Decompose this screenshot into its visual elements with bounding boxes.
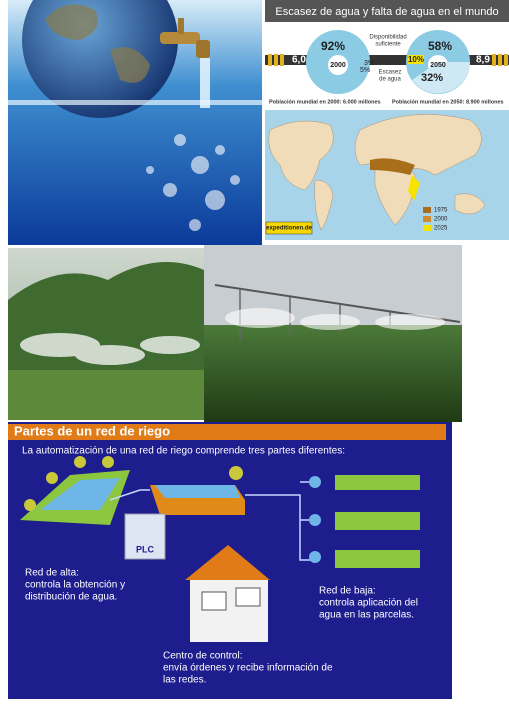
section-text: controla la obtención y bbox=[25, 580, 125, 591]
pie-label: 10% bbox=[408, 55, 424, 64]
legend-text: de agua bbox=[379, 77, 401, 83]
section-text: distribución de agua. bbox=[25, 592, 117, 603]
legend-text: 2000 bbox=[434, 217, 448, 223]
legend-text: Disponibilidad bbox=[369, 35, 406, 41]
pie-label: 92% bbox=[321, 39, 345, 53]
population-label: 6,0 bbox=[292, 55, 306, 66]
pie-label: 32% bbox=[421, 72, 443, 84]
section-text: controla aplicación del bbox=[319, 598, 418, 609]
legend-text: Escasez bbox=[379, 70, 402, 76]
intro: La automatización de una red de riego co… bbox=[22, 446, 345, 457]
photo-pivot bbox=[204, 245, 462, 422]
infographic-title: Escasez de agua y falta de agua en el mu… bbox=[275, 6, 498, 18]
section-text: envía órdenes y recibe información de bbox=[163, 663, 333, 674]
pie-year: 2000 bbox=[330, 62, 346, 69]
plc-label: PLC bbox=[136, 544, 155, 554]
pie-year: 2050 bbox=[430, 62, 446, 69]
infographic: Escasez de agua y falta de agua en el mu… bbox=[265, 0, 509, 242]
section-text: Red de alta: bbox=[25, 568, 79, 579]
section-text: Centro de control: bbox=[163, 651, 243, 662]
legend-text: Falta de agua bbox=[370, 60, 407, 66]
population-label: 8,9 bbox=[476, 55, 490, 66]
diagram-title: Partes de un red de riego bbox=[14, 423, 170, 438]
caption: Población mundial en 2000: 6.000 millone… bbox=[269, 99, 381, 105]
legend-text: suficiente bbox=[375, 42, 401, 48]
section-text: Red de baja: bbox=[319, 586, 376, 597]
source: expeditionen.de bbox=[266, 226, 312, 232]
pie-label: 58% bbox=[428, 39, 452, 53]
irrigation-diagram: Partes de un red de riego La automatizac… bbox=[8, 422, 452, 699]
pie-label: 3% bbox=[364, 60, 374, 67]
caption: Población mundial en 2050: 8.900 millone… bbox=[392, 99, 504, 105]
legend-text: 1975 bbox=[434, 208, 448, 214]
pie-label: 5% bbox=[360, 67, 370, 74]
photo-water-globe bbox=[8, 0, 262, 245]
photo-sprinklers bbox=[8, 248, 204, 420]
section-text: las redes. bbox=[163, 675, 206, 686]
legend-text: 2025 bbox=[434, 226, 448, 232]
section-text: agua en las parcelas. bbox=[319, 610, 414, 621]
